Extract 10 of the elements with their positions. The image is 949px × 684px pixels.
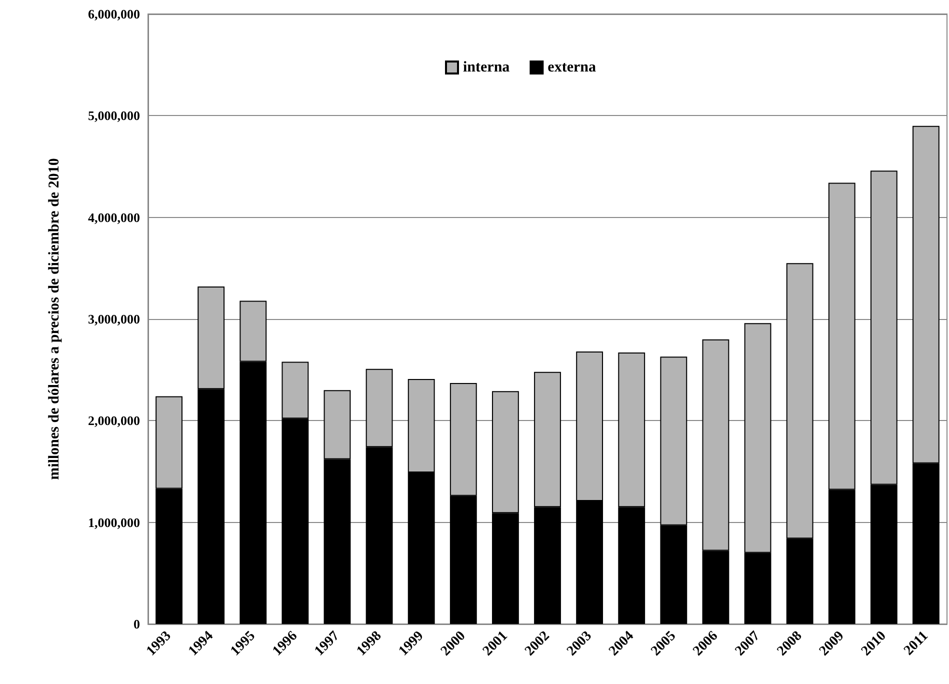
y-tick-label: 0 (134, 616, 140, 632)
y-tick-label: 1,000,000 (88, 514, 140, 530)
legend-label: interna (463, 60, 510, 76)
y-tick-label: 6,000,000 (88, 6, 140, 22)
legend-label: externa (548, 60, 596, 76)
y-tick-label: 5,000,000 (88, 108, 140, 124)
y-axis-title: millones de dólares a precios de diciembre de 2010 (46, 158, 62, 480)
y-tick-label: 3,000,000 (88, 312, 140, 326)
y-tick-label: 4,000,000 (88, 210, 140, 225)
y-tick-label: 2,000,000 (88, 413, 140, 428)
